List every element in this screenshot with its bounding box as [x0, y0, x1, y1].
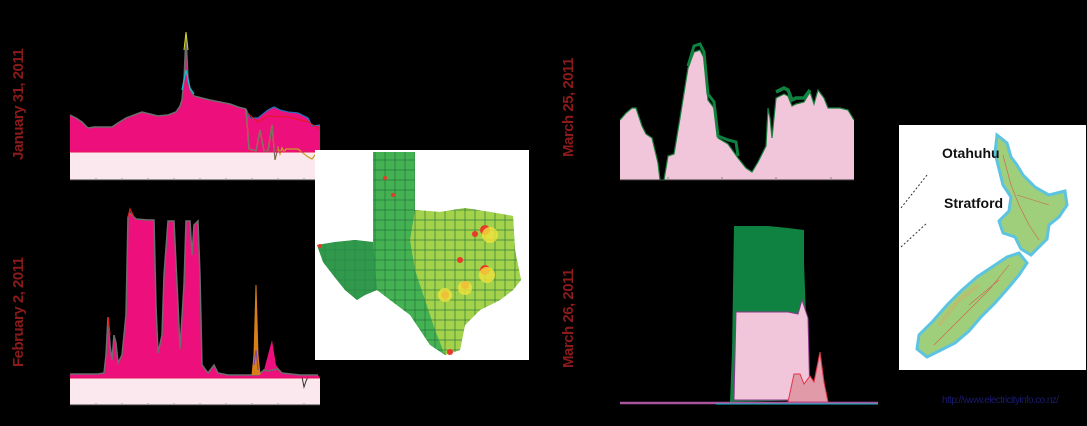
panel-label-feb2: February 2, 2011 [10, 257, 27, 367]
chart-mar25 [619, 42, 855, 181]
chart-feb2 [70, 207, 320, 406]
panel-label-mar26: March 26, 2011 [560, 269, 577, 368]
nz-map: Otahuhu Stratford [899, 125, 1086, 370]
chart-jan31 [69, 31, 338, 181]
nz-label-stratford: Stratford [944, 195, 1004, 211]
nz-label-otahuhu: Otahuhu [942, 145, 1000, 161]
texas-map [315, 150, 529, 360]
chart-mar26 [620, 226, 878, 405]
panel-label-mar25: March 25, 2011 [560, 58, 577, 157]
source-url: http://www.electricityinfo.co.nz/ [942, 395, 1059, 406]
panel-label-jan31: January 31, 2011 [10, 48, 27, 160]
